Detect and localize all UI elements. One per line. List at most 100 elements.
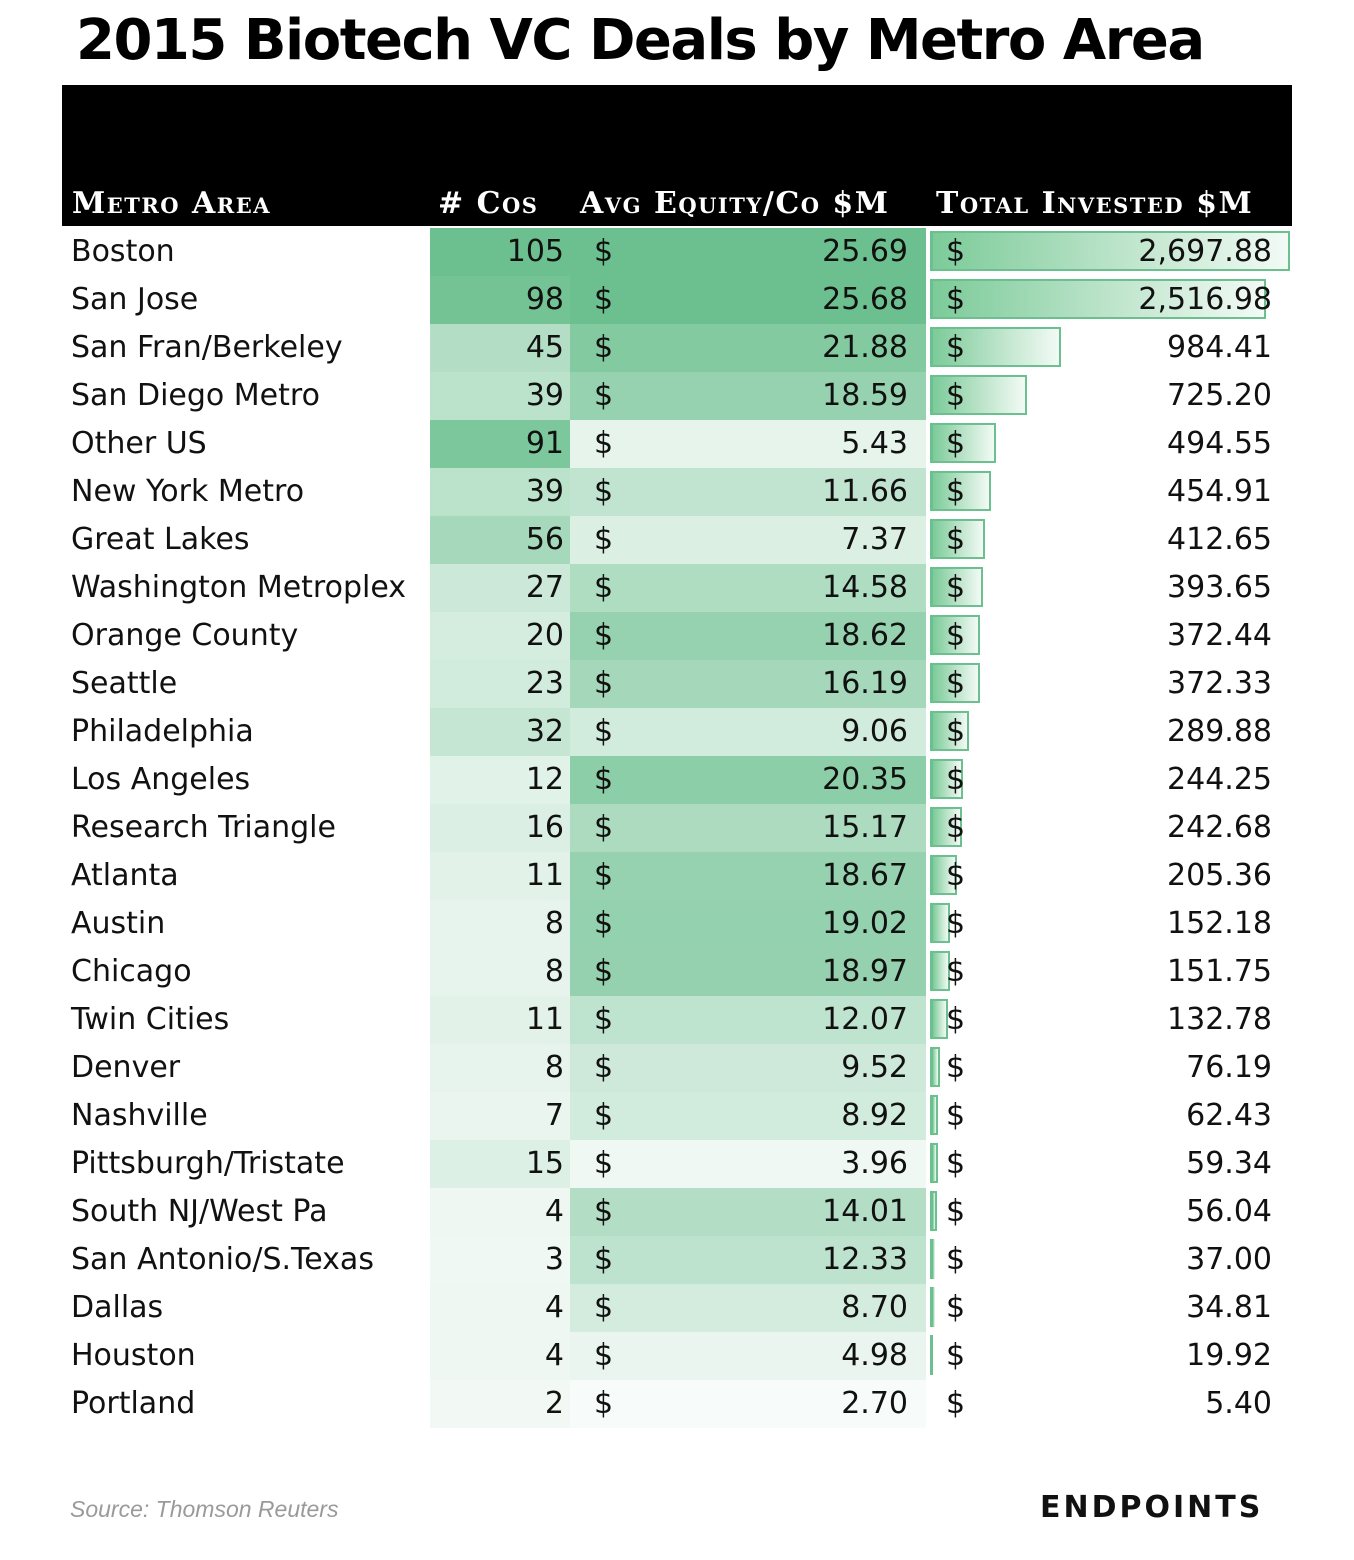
total-invested-value: 37.00: [1186, 1242, 1272, 1277]
cos-cell: 4: [430, 1332, 570, 1380]
avg-equity-value: 19.02: [822, 906, 908, 941]
cos-cell: 8: [430, 948, 570, 996]
dollar-sign: $: [946, 1338, 966, 1373]
table-row: Denver 8 $9.52 $76.19: [0, 1044, 1354, 1092]
dollar-sign: $: [594, 810, 614, 845]
table-row: Houston 4 $4.98 $19.92: [0, 1332, 1354, 1380]
header-num-cos: # Cos: [438, 186, 539, 221]
total-invested-value: 34.81: [1186, 1290, 1272, 1325]
dollar-sign: $: [594, 1098, 614, 1133]
dollar-sign: $: [946, 714, 966, 749]
endpoints-logo: ENDPOINTS: [1040, 1490, 1264, 1525]
table-row: Seattle 23 $16.19 $372.33: [0, 660, 1354, 708]
avg-equity-value: 7.37: [841, 522, 908, 557]
avg-equity-cell: $18.62: [570, 612, 926, 660]
avg-equity-cell: $5.43: [570, 420, 926, 468]
metro-name: Pittsburgh/Tristate: [71, 1146, 345, 1181]
cos-value: 2: [544, 1386, 564, 1421]
metro-name: San Jose: [71, 282, 199, 317]
dollar-sign: $: [946, 1194, 966, 1229]
cos-value: 56: [525, 522, 564, 557]
avg-equity-value: 8.92: [841, 1098, 908, 1133]
total-invested-bar: [930, 855, 957, 895]
dollar-sign: $: [946, 810, 966, 845]
avg-equity-cell: $12.33: [570, 1236, 926, 1284]
header-metro-area: Metro Area: [72, 186, 272, 221]
total-invested-value: 2,516.98: [1138, 282, 1272, 317]
cos-cell: 105: [430, 228, 570, 276]
table-row: Philadelphia 32 $9.06 $289.88: [0, 708, 1354, 756]
dollar-sign: $: [946, 954, 966, 989]
cos-value: 11: [525, 858, 564, 893]
avg-equity-value: 25.68: [822, 282, 908, 317]
total-invested-value: 454.91: [1167, 474, 1272, 509]
cos-value: 105: [506, 234, 564, 269]
avg-equity-value: 12.07: [822, 1002, 908, 1037]
avg-equity-cell: $21.88: [570, 324, 926, 372]
table-row: New York Metro 39 $11.66 $454.91: [0, 468, 1354, 516]
dollar-sign: $: [594, 1242, 614, 1277]
table-row: San Diego Metro 39 $18.59 $725.20: [0, 372, 1354, 420]
dollar-sign: $: [594, 1386, 614, 1421]
avg-equity-cell: $20.35: [570, 756, 926, 804]
dollar-sign: $: [946, 1098, 966, 1133]
dollar-sign: $: [946, 234, 966, 269]
cos-value: 15: [525, 1146, 564, 1181]
table-row: Portland 2 $2.70 $5.40: [0, 1380, 1354, 1428]
cos-cell: 2: [430, 1380, 570, 1428]
dollar-sign: $: [946, 522, 966, 557]
cos-value: 4: [544, 1290, 564, 1325]
cos-cell: 39: [430, 372, 570, 420]
total-invested-value: 393.65: [1167, 570, 1272, 605]
table-row: Dallas 4 $8.70 $34.81: [0, 1284, 1354, 1332]
dollar-sign: $: [594, 1050, 614, 1085]
metro-name: Nashville: [71, 1098, 208, 1133]
dollar-sign: $: [946, 474, 966, 509]
cos-value: 8: [544, 1050, 564, 1085]
dollar-sign: $: [594, 714, 614, 749]
dollar-sign: $: [946, 378, 966, 413]
dollar-sign: $: [946, 858, 966, 893]
avg-equity-cell: $25.69: [570, 228, 926, 276]
total-invested-value: 5.40: [1205, 1386, 1272, 1421]
avg-equity-cell: $18.97: [570, 948, 926, 996]
cos-value: 32: [525, 714, 564, 749]
table-row: Great Lakes 56 $7.37 $412.65: [0, 516, 1354, 564]
avg-equity-cell: $9.52: [570, 1044, 926, 1092]
dollar-sign: $: [594, 858, 614, 893]
table-row: South NJ/West Pa 4 $14.01 $56.04: [0, 1188, 1354, 1236]
cos-value: 4: [544, 1338, 564, 1373]
dollar-sign: $: [946, 1146, 966, 1181]
metro-name: Washington Metroplex: [71, 570, 407, 605]
avg-equity-value: 18.59: [822, 378, 908, 413]
dollar-sign: $: [594, 282, 614, 317]
total-invested-value: 152.18: [1167, 906, 1272, 941]
total-invested-bar: [930, 1287, 935, 1327]
avg-equity-cell: $7.37: [570, 516, 926, 564]
table-row: Orange County 20 $18.62 $372.44: [0, 612, 1354, 660]
avg-equity-cell: $18.59: [570, 372, 926, 420]
cos-cell: 11: [430, 996, 570, 1044]
total-invested-bar: [930, 231, 1290, 271]
cos-cell: 91: [430, 420, 570, 468]
avg-equity-cell: $12.07: [570, 996, 926, 1044]
metro-name: Philadelphia: [71, 714, 254, 749]
dollar-sign: $: [594, 522, 614, 557]
table-row: Atlanta 11 $18.67 $205.36: [0, 852, 1354, 900]
total-invested-bar: [930, 615, 980, 655]
cos-value: 3: [544, 1242, 564, 1277]
cos-value: 8: [544, 954, 564, 989]
cos-cell: 15: [430, 1140, 570, 1188]
total-invested-bar: [930, 903, 950, 943]
dollar-sign: $: [946, 1002, 966, 1037]
avg-equity-value: 15.17: [822, 810, 908, 845]
total-invested-bar: [930, 1095, 938, 1135]
metro-name: Chicago: [71, 954, 192, 989]
table-row: Chicago 8 $18.97 $151.75: [0, 948, 1354, 996]
total-invested-bar: [930, 951, 950, 991]
metro-name: San Fran/Berkeley: [71, 330, 343, 365]
total-invested-bar: [930, 519, 985, 559]
total-invested-bar: [930, 999, 948, 1039]
cos-cell: 16: [430, 804, 570, 852]
total-invested-bar: [930, 1143, 938, 1183]
